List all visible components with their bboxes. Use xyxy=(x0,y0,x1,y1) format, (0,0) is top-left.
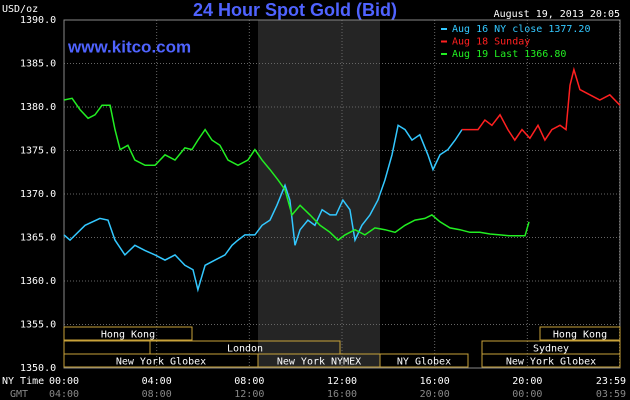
session-label: London xyxy=(227,344,263,355)
x-tick-label: 16:00 xyxy=(420,376,450,387)
y-tick-label: 1375.0 xyxy=(20,146,56,157)
session-label: New York Globex xyxy=(116,357,206,368)
price-line xyxy=(63,124,463,293)
legend-label: Aug 18 Sunday xyxy=(452,37,530,48)
timestamp: August 19, 2013 20:05 xyxy=(494,9,620,20)
y-tick-label: 1355.0 xyxy=(20,320,56,331)
x-tick-label: 04:00 xyxy=(142,376,172,387)
session-box xyxy=(379,353,469,368)
session-box xyxy=(63,326,193,341)
y-tick-label: 1350.0 xyxy=(20,363,56,374)
x2-tick-label: 00:00 xyxy=(512,389,542,400)
session-label: New York Globex xyxy=(506,357,596,368)
x2-tick-label: 08:00 xyxy=(142,389,172,400)
y-tick-label: 1390.0 xyxy=(20,15,56,26)
x-tick-label: 00:00 xyxy=(49,376,79,387)
y-tick-label: 1385.0 xyxy=(20,59,56,70)
y-tick-label: 1380.0 xyxy=(20,102,56,113)
x2-tick-label: 16:00 xyxy=(327,389,357,400)
session-label: New York NYMEX xyxy=(277,357,361,368)
y-axis-label: USD/oz xyxy=(2,4,38,15)
price-line xyxy=(63,97,530,242)
x2-tick-label: 03:59 xyxy=(596,389,626,400)
y-tick-label: 1360.0 xyxy=(20,276,56,287)
x-tick-label: 23:59 xyxy=(596,376,626,387)
price-line xyxy=(462,66,621,142)
x-axis-label: NY Time xyxy=(2,376,44,387)
legend-label: Aug 16 NY close 1377.20 xyxy=(452,24,590,35)
x-tick-label: 12:00 xyxy=(327,376,357,387)
y-tick-label: 1365.0 xyxy=(20,233,56,244)
session-label: Sydney xyxy=(533,344,569,355)
session-label: Hong Kong xyxy=(553,330,607,341)
y-tick-label: 1370.0 xyxy=(20,189,56,200)
x-tick-label: 08:00 xyxy=(234,376,264,387)
plot-frame xyxy=(63,19,621,369)
x2-tick-label: 12:00 xyxy=(234,389,264,400)
session-box xyxy=(481,353,621,368)
session-label: Hong Kong xyxy=(101,330,155,341)
x2-tick-label: 20:00 xyxy=(420,389,450,400)
x2-axis-label: GMT xyxy=(10,389,28,400)
website: www.kitco.com xyxy=(67,37,191,56)
session-label: NY Globex xyxy=(397,357,451,368)
chart-title: 24 Hour Spot Gold (Bid) xyxy=(193,0,397,20)
x2-tick-label: 04:00 xyxy=(49,389,79,400)
legend-label: Aug 19 Last 1366.80 xyxy=(452,49,566,60)
session-box xyxy=(539,326,621,341)
x-tick-label: 20:00 xyxy=(512,376,542,387)
